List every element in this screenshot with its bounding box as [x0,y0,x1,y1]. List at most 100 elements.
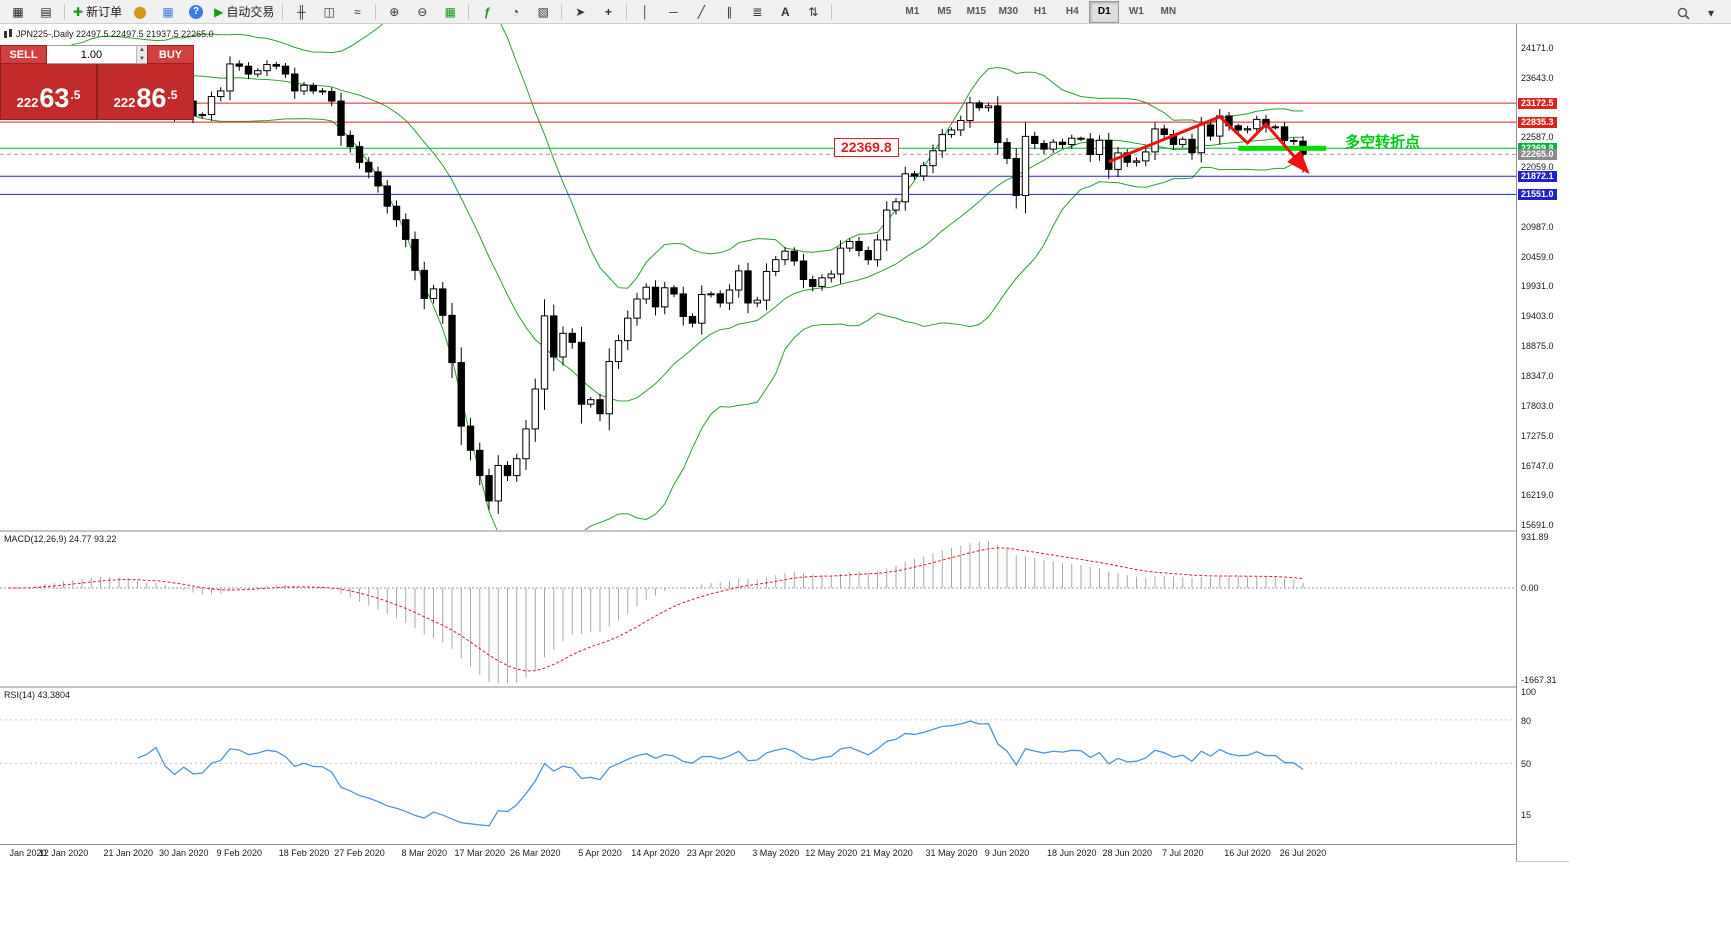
bar-chart-button[interactable]: ╫ [288,1,314,23]
price-axis-label: 18875.0 [1521,340,1554,351]
arrows-button[interactable]: ⇅ [800,1,826,23]
new-chart-button[interactable]: ▦ [5,1,31,23]
timeframe-button-h1[interactable]: H1 [1033,6,1047,17]
market-button[interactable]: ▦ [155,1,181,23]
timeframe-group: M1 M5 M15 M30 H1 H4 D1 W1 MN [896,0,1184,23]
macd-signal-line [7,547,1304,672]
text-icon: A [780,4,790,19]
profiles-button[interactable]: ▤ [33,1,59,23]
rsi-axis-50: 50 [1521,759,1532,770]
rsi-label: RSI(14) 43.3804 [4,690,71,700]
turning-point-annotation[interactable]: 多空转折点 [1345,134,1421,151]
price-axis-label: 17275.0 [1521,430,1554,441]
date-axis-label: 5 Apr 2020 [578,848,622,858]
candlestick-chart-svg [0,24,1516,530]
search-button[interactable] [1670,2,1696,24]
new-chart-icon: ▦ [12,4,24,19]
timeframe-button-m30[interactable]: M30 [998,6,1019,17]
volume-decrease-button[interactable]: ▼ [136,54,147,63]
crosshair-button[interactable]: + [595,1,621,23]
main-chart-area[interactable]: JPN225-,Daily 22497.5 22497.5 21937.5 22… [0,24,1516,530]
templates-button[interactable]: ▧ [530,1,556,23]
date-axis-label: 21 May 2020 [860,848,913,858]
sell-price-button[interactable]: 222 63 .5 [1,64,98,119]
trend-zigzag-annotation[interactable] [1108,115,1310,175]
rsi-axis-80: 80 [1521,715,1532,726]
panel-splitter[interactable] [0,530,1568,532]
rsi-panel[interactable]: RSI(14) 43.3804 [0,688,1516,843]
date-axis-label: 26 Mar 2020 [509,848,561,858]
timeframe-button-w1[interactable]: W1 [1128,6,1144,17]
new-order-label: 新订单 [86,5,123,19]
timeframe-button-d1[interactable]: D1 [1089,0,1120,23]
cycles-button[interactable]: ◔ [502,1,528,23]
volume-increase-button[interactable]: ▲ [136,46,147,55]
sell-price-big-digits: 63 [39,83,70,113]
macd-label: MACD(12,26,9) 24.77 93.22 [4,534,117,544]
price-axis-label: 15691.0 [1521,519,1554,530]
bollinger-lower [7,94,1304,530]
timeframe-button-m1[interactable]: M1 [905,6,920,17]
channel-icon: ∥ [726,4,733,19]
cursor-button[interactable]: ➤ [567,1,593,23]
text-button[interactable]: A [772,1,798,23]
date-axis-label: 31 May 2020 [925,848,978,858]
toolbar-separator [831,3,833,20]
vertical-line-button[interactable]: │ [632,1,658,23]
line-chart-button[interactable]: ≈ [344,1,370,23]
arrows-icon: ⇅ [808,4,819,19]
auto-trading-button[interactable]: ▶ 自动交易 [211,1,277,23]
fibonacci-button[interactable]: ≣ [744,1,770,23]
funds-button[interactable]: ⬤ [127,1,153,23]
sell-button[interactable]: SELL [0,45,47,64]
candles [4,46,1307,514]
price-axis-label: 22587.0 [1521,132,1554,143]
buy-price-suffix: .5 [167,88,178,102]
buy-price-button[interactable]: 222 86 .5 [98,64,193,119]
toolbar-overflow-icon: ▾ [1707,6,1715,20]
macd-axis-max: 931.89 [1521,531,1549,542]
horizontal-line-button[interactable]: ─ [660,1,686,23]
indicators-button[interactable]: ƒ [474,1,500,23]
buy-button[interactable]: BUY [147,45,194,64]
toolbar-overflow-button[interactable]: ▾ [1698,2,1724,24]
toolbar-right-group: ▾ [1669,2,1725,24]
price-badge-22265.0: 22265.0 [1518,148,1557,160]
price-axis[interactable]: 24171.0 23643.0 22587.0 22059.0 20987.0 20459… [1516,24,1569,861]
volume-input[interactable] [47,46,136,63]
date-axis[interactable]: Jan 2020 12 Jan 2020 21 Jan 2020 30 Jan 202… [0,844,1516,862]
panel-splitter[interactable] [0,686,1568,688]
templates-icon: ▧ [537,4,549,19]
price-badge-21872.1: 21872.1 [1518,170,1557,182]
date-axis-label: 7 Jul 2020 [1161,848,1204,858]
macd-panel[interactable]: MACD(12,26,9) 24.77 93.22 [0,532,1516,686]
toolbar-separator [626,3,628,20]
channel-button[interactable]: ∥ [716,1,742,23]
timeframe-button-h4[interactable]: H4 [1065,6,1079,17]
price-annotation-box[interactable]: 22369.8 [834,138,899,157]
auto-trading-icon: ▶ [214,4,224,19]
timeframe-button-m5[interactable]: M5 [937,6,952,17]
zoom-in-button[interactable]: ⊕ [381,1,407,23]
tile-windows-button[interactable]: ▦ [437,1,463,23]
price-axis-label: 16747.0 [1521,460,1554,471]
price-badge-21551.0: 21551.0 [1518,188,1557,200]
date-axis-label: 16 Jul 2020 [1224,848,1271,858]
vertical-line-icon: │ [641,4,650,19]
candlestick-chart-button[interactable]: ◫ [316,1,342,23]
price-axis-label: 20459.0 [1521,251,1554,262]
date-axis-label: 18 Jun 2020 [1046,848,1097,858]
help-button[interactable]: ? [183,1,209,23]
zoom-out-button[interactable]: ⊖ [409,1,435,23]
timeframe-button-mn[interactable]: MN [1160,6,1177,17]
date-axis-label: 21 Jan 2020 [103,848,154,858]
new-order-button[interactable]: ✚ 新订单 [70,1,125,23]
price-axis-label: 18347.0 [1521,370,1554,381]
timeframe-button-m15[interactable]: M15 [966,6,987,17]
macd-axis-zero: 0.00 [1521,583,1539,593]
toolbar-separator [282,3,284,20]
trendline-button[interactable]: ╱ [688,1,714,23]
volume-box: ▲ ▼ [47,45,147,64]
bollinger-upper [7,24,1304,289]
support-highlight-bar[interactable] [1238,145,1327,151]
